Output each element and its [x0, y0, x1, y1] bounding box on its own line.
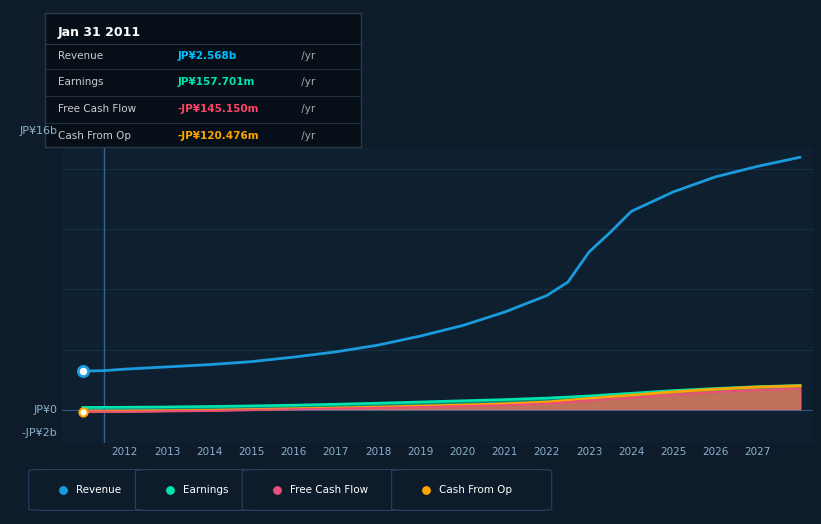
Text: /yr: /yr: [298, 77, 315, 87]
Point: [76, 407, 89, 416]
Text: Earnings: Earnings: [57, 77, 103, 87]
Text: /yr: /yr: [298, 130, 315, 140]
Text: Past: Past: [73, 135, 96, 145]
Text: Free Cash Flow: Free Cash Flow: [290, 485, 368, 495]
Text: -JP¥2b: -JP¥2b: [21, 428, 57, 438]
Text: JP¥16b: JP¥16b: [20, 126, 57, 136]
FancyBboxPatch shape: [135, 470, 263, 510]
Text: JP¥0: JP¥0: [34, 405, 57, 414]
Point: [76, 367, 89, 375]
FancyBboxPatch shape: [242, 470, 410, 510]
Text: Revenue: Revenue: [57, 50, 103, 60]
Text: JP¥157.701m: JP¥157.701m: [178, 77, 255, 87]
Text: JP¥2.568b: JP¥2.568b: [178, 50, 237, 60]
Text: Cash From Op: Cash From Op: [57, 130, 131, 140]
Text: /yr: /yr: [298, 104, 315, 114]
Text: -JP¥120.476m: -JP¥120.476m: [178, 130, 259, 140]
Text: -JP¥145.150m: -JP¥145.150m: [178, 104, 259, 114]
FancyBboxPatch shape: [29, 470, 156, 510]
Text: Revenue: Revenue: [76, 485, 122, 495]
Text: Cash From Op: Cash From Op: [439, 485, 512, 495]
Text: Free Cash Flow: Free Cash Flow: [57, 104, 136, 114]
Text: Jan 31 2011: Jan 31 2011: [57, 26, 141, 39]
FancyBboxPatch shape: [392, 470, 552, 510]
Text: Earnings: Earnings: [183, 485, 228, 495]
Text: Analysts Forecasts: Analysts Forecasts: [112, 135, 215, 145]
Text: /yr: /yr: [298, 50, 315, 60]
